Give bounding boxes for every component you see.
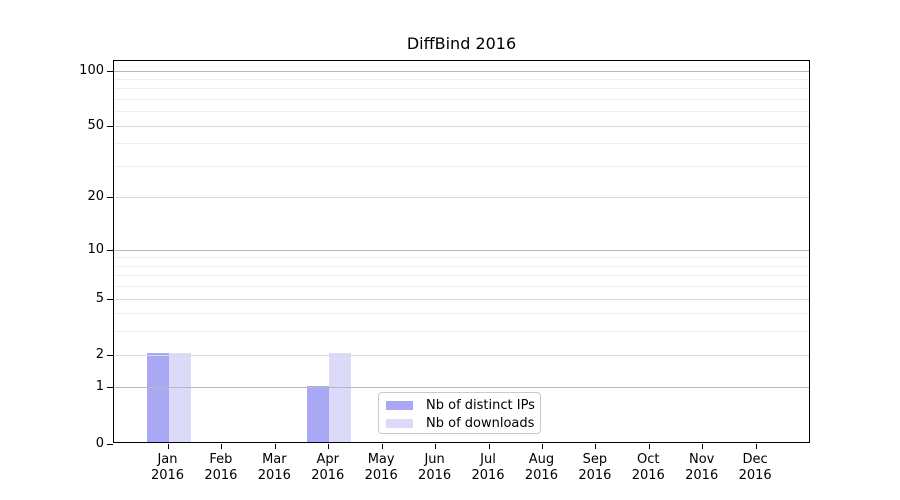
x-tick-label-nov: Nov 2016 [670, 452, 734, 484]
x-tick-year: 2016 [471, 468, 505, 483]
chart-title: DiffBind 2016 [406, 34, 517, 53]
x-tick-mark-jul [488, 444, 490, 449]
y-axis-labels: 0 1 2 5 10 20 50 100 [0, 60, 104, 451]
y-tick-label-100: 100 [79, 62, 104, 78]
x-tick-month: Jul [480, 452, 496, 467]
x-tick-month: Aug [528, 452, 555, 467]
x-tick-month: Jun [424, 452, 445, 467]
legend-entry-distinct-ips: Nb of distinct IPs [386, 399, 535, 412]
x-tick-label-oct: Oct 2016 [616, 452, 680, 484]
x-tick-mark-nov [702, 444, 704, 449]
x-tick-mark-jan [168, 444, 169, 449]
x-tick-label-jul: Jul 2016 [456, 452, 520, 484]
bar-apr-series0 [306, 385, 329, 442]
x-tick-label-jan: Jan 2016 [136, 452, 200, 484]
x-tick-mark-mar [274, 444, 276, 449]
legend: Nb of distinct IPs Nb of downloads [378, 392, 541, 434]
y-tick-mark-50 [107, 125, 113, 127]
x-tick-mark-aug [541, 444, 543, 449]
x-tick-year: 2016 [578, 468, 612, 483]
x-tick-year: 2016 [631, 468, 665, 483]
x-tick-year: 2016 [311, 468, 345, 483]
y-tick-label-10: 10 [87, 241, 104, 257]
x-tick-label-sep: Sep 2016 [563, 452, 627, 484]
legend-entry-downloads: Nb of downloads [386, 417, 534, 430]
plot-area [107, 60, 810, 449]
y-tick-mark-100 [107, 70, 113, 72]
x-tick-mark-may [381, 444, 383, 449]
x-tick-year: 2016 [738, 468, 772, 483]
y-tick-marks [107, 61, 809, 445]
y-tick-label-2: 2 [95, 346, 104, 362]
x-tick-mark-oct [648, 444, 650, 449]
y-tick-mark-10 [107, 249, 113, 251]
y-tick-mark-20 [107, 197, 113, 199]
y-tick-mark-0 [107, 443, 113, 445]
x-tick-month: Feb [209, 452, 233, 467]
x-tick-label-mar: Mar 2016 [242, 452, 306, 484]
x-tick-year: 2016 [685, 468, 719, 483]
x-tick-month: May [367, 452, 395, 467]
legend-swatch-downloads [386, 419, 413, 428]
x-tick-year: 2016 [204, 468, 238, 483]
x-tick-year: 2016 [257, 468, 291, 483]
x-tick-year: 2016 [524, 468, 558, 483]
bar-apr-series1 [328, 353, 351, 442]
x-tick-mark-feb [221, 444, 223, 449]
x-tick-label-may: May 2016 [349, 452, 413, 484]
x-axis-labels: Jan 2016 Feb 2016 Mar 2016 Apr 2016 May 2016 Jun 20… [113, 450, 810, 490]
legend-label-distinct-ips: Nb of distinct IPs [426, 398, 535, 413]
bar-jan-series0 [146, 353, 169, 442]
x-tick-marks [114, 61, 809, 449]
bars-layer [114, 61, 809, 442]
y-tick-label-20: 20 [87, 189, 104, 205]
y-tick-label-50: 50 [87, 117, 104, 133]
x-tick-month: Sep [582, 452, 608, 467]
y-tick-label-1: 1 [95, 379, 104, 395]
y-tick-label-0: 0 [95, 435, 104, 451]
bar-jan-series1 [168, 353, 191, 442]
x-tick-year: 2016 [150, 468, 185, 483]
x-tick-year: 2016 [364, 468, 398, 483]
x-tick-label-dec: Dec 2016 [723, 452, 787, 484]
y-tick-mark-5 [107, 298, 113, 300]
x-tick-year: 2016 [418, 468, 452, 483]
x-tick-month: Apr [316, 452, 340, 467]
x-tick-mark-dec [755, 444, 757, 449]
y-tick-mark-2 [107, 354, 113, 356]
x-tick-mark-jun [435, 444, 437, 449]
legend-label-downloads: Nb of downloads [426, 416, 535, 431]
x-tick-label-aug: Aug 2016 [509, 452, 573, 484]
y-tick-label-5: 5 [95, 290, 104, 306]
x-tick-month: Oct [637, 452, 660, 467]
x-tick-month: Mar [262, 452, 287, 467]
x-tick-month: Jan [157, 452, 178, 467]
x-tick-label-feb: Feb 2016 [189, 452, 253, 484]
x-tick-mark-apr [328, 444, 330, 449]
y-tick-mark-1 [107, 387, 113, 389]
x-tick-month: Nov [689, 452, 715, 467]
x-tick-mark-sep [595, 444, 597, 449]
x-tick-month: Dec [742, 452, 768, 467]
legend-swatch-distinct-ips [386, 401, 413, 410]
x-tick-label-apr: Apr 2016 [296, 452, 360, 484]
x-tick-label-jun: Jun 2016 [403, 452, 467, 484]
